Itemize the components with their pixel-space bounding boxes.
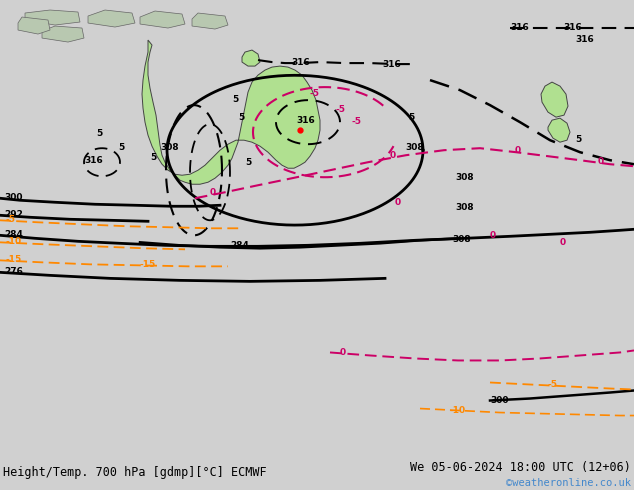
Text: 0: 0 — [210, 188, 216, 197]
Text: -5: -5 — [310, 89, 320, 98]
Text: 316: 316 — [296, 116, 314, 125]
Text: 5: 5 — [150, 153, 156, 162]
Text: 5: 5 — [118, 143, 124, 152]
Text: 316: 316 — [575, 35, 594, 44]
Text: 300: 300 — [4, 193, 22, 202]
Polygon shape — [18, 17, 50, 34]
Text: 276: 276 — [4, 268, 23, 276]
Text: 308: 308 — [455, 173, 474, 182]
Text: 284: 284 — [230, 241, 249, 250]
Text: 0: 0 — [560, 238, 566, 247]
Text: -10: -10 — [450, 406, 466, 415]
Text: 5: 5 — [575, 135, 581, 144]
Text: 0: 0 — [390, 151, 396, 160]
Polygon shape — [541, 82, 568, 117]
Text: 292: 292 — [4, 210, 23, 220]
Polygon shape — [548, 118, 570, 142]
Text: -5: -5 — [548, 379, 558, 389]
Polygon shape — [140, 11, 185, 28]
Text: 308: 308 — [452, 235, 470, 245]
Polygon shape — [142, 40, 320, 184]
Text: 300: 300 — [490, 395, 508, 405]
Text: 0: 0 — [395, 198, 401, 207]
Text: 5: 5 — [245, 158, 251, 167]
Text: 5: 5 — [232, 95, 238, 104]
Text: Height/Temp. 700 hPa [gdmp][°C] ECMWF: Height/Temp. 700 hPa [gdmp][°C] ECMWF — [3, 466, 267, 479]
Text: 5: 5 — [408, 113, 414, 122]
Text: 308: 308 — [405, 143, 424, 152]
Text: 308: 308 — [455, 203, 474, 212]
Text: -15: -15 — [6, 255, 22, 264]
Text: ©weatheronline.co.uk: ©weatheronline.co.uk — [506, 478, 631, 488]
Text: 0: 0 — [340, 348, 346, 358]
Text: 316: 316 — [84, 156, 103, 165]
Text: 316: 316 — [382, 60, 401, 69]
Text: 284: 284 — [4, 230, 23, 239]
Polygon shape — [192, 13, 228, 29]
Polygon shape — [88, 10, 135, 27]
Text: 0: 0 — [490, 231, 496, 240]
Text: -5: -5 — [335, 105, 345, 114]
Text: 316: 316 — [510, 23, 529, 32]
Text: -10: -10 — [6, 237, 22, 246]
Polygon shape — [42, 26, 84, 42]
Text: 0: 0 — [598, 157, 604, 166]
Text: 0: 0 — [515, 146, 521, 155]
Text: -15: -15 — [140, 260, 156, 270]
Text: 316: 316 — [563, 23, 582, 32]
Polygon shape — [242, 50, 260, 66]
Text: 5: 5 — [238, 113, 244, 122]
Text: 5: 5 — [96, 129, 102, 138]
Text: We 05-06-2024 18:00 UTC (12+06): We 05-06-2024 18:00 UTC (12+06) — [410, 461, 631, 473]
Text: 316: 316 — [291, 58, 310, 67]
Polygon shape — [25, 10, 80, 25]
Text: -5: -5 — [352, 117, 362, 126]
Text: 308: 308 — [160, 143, 179, 152]
Text: -5: -5 — [6, 215, 16, 224]
